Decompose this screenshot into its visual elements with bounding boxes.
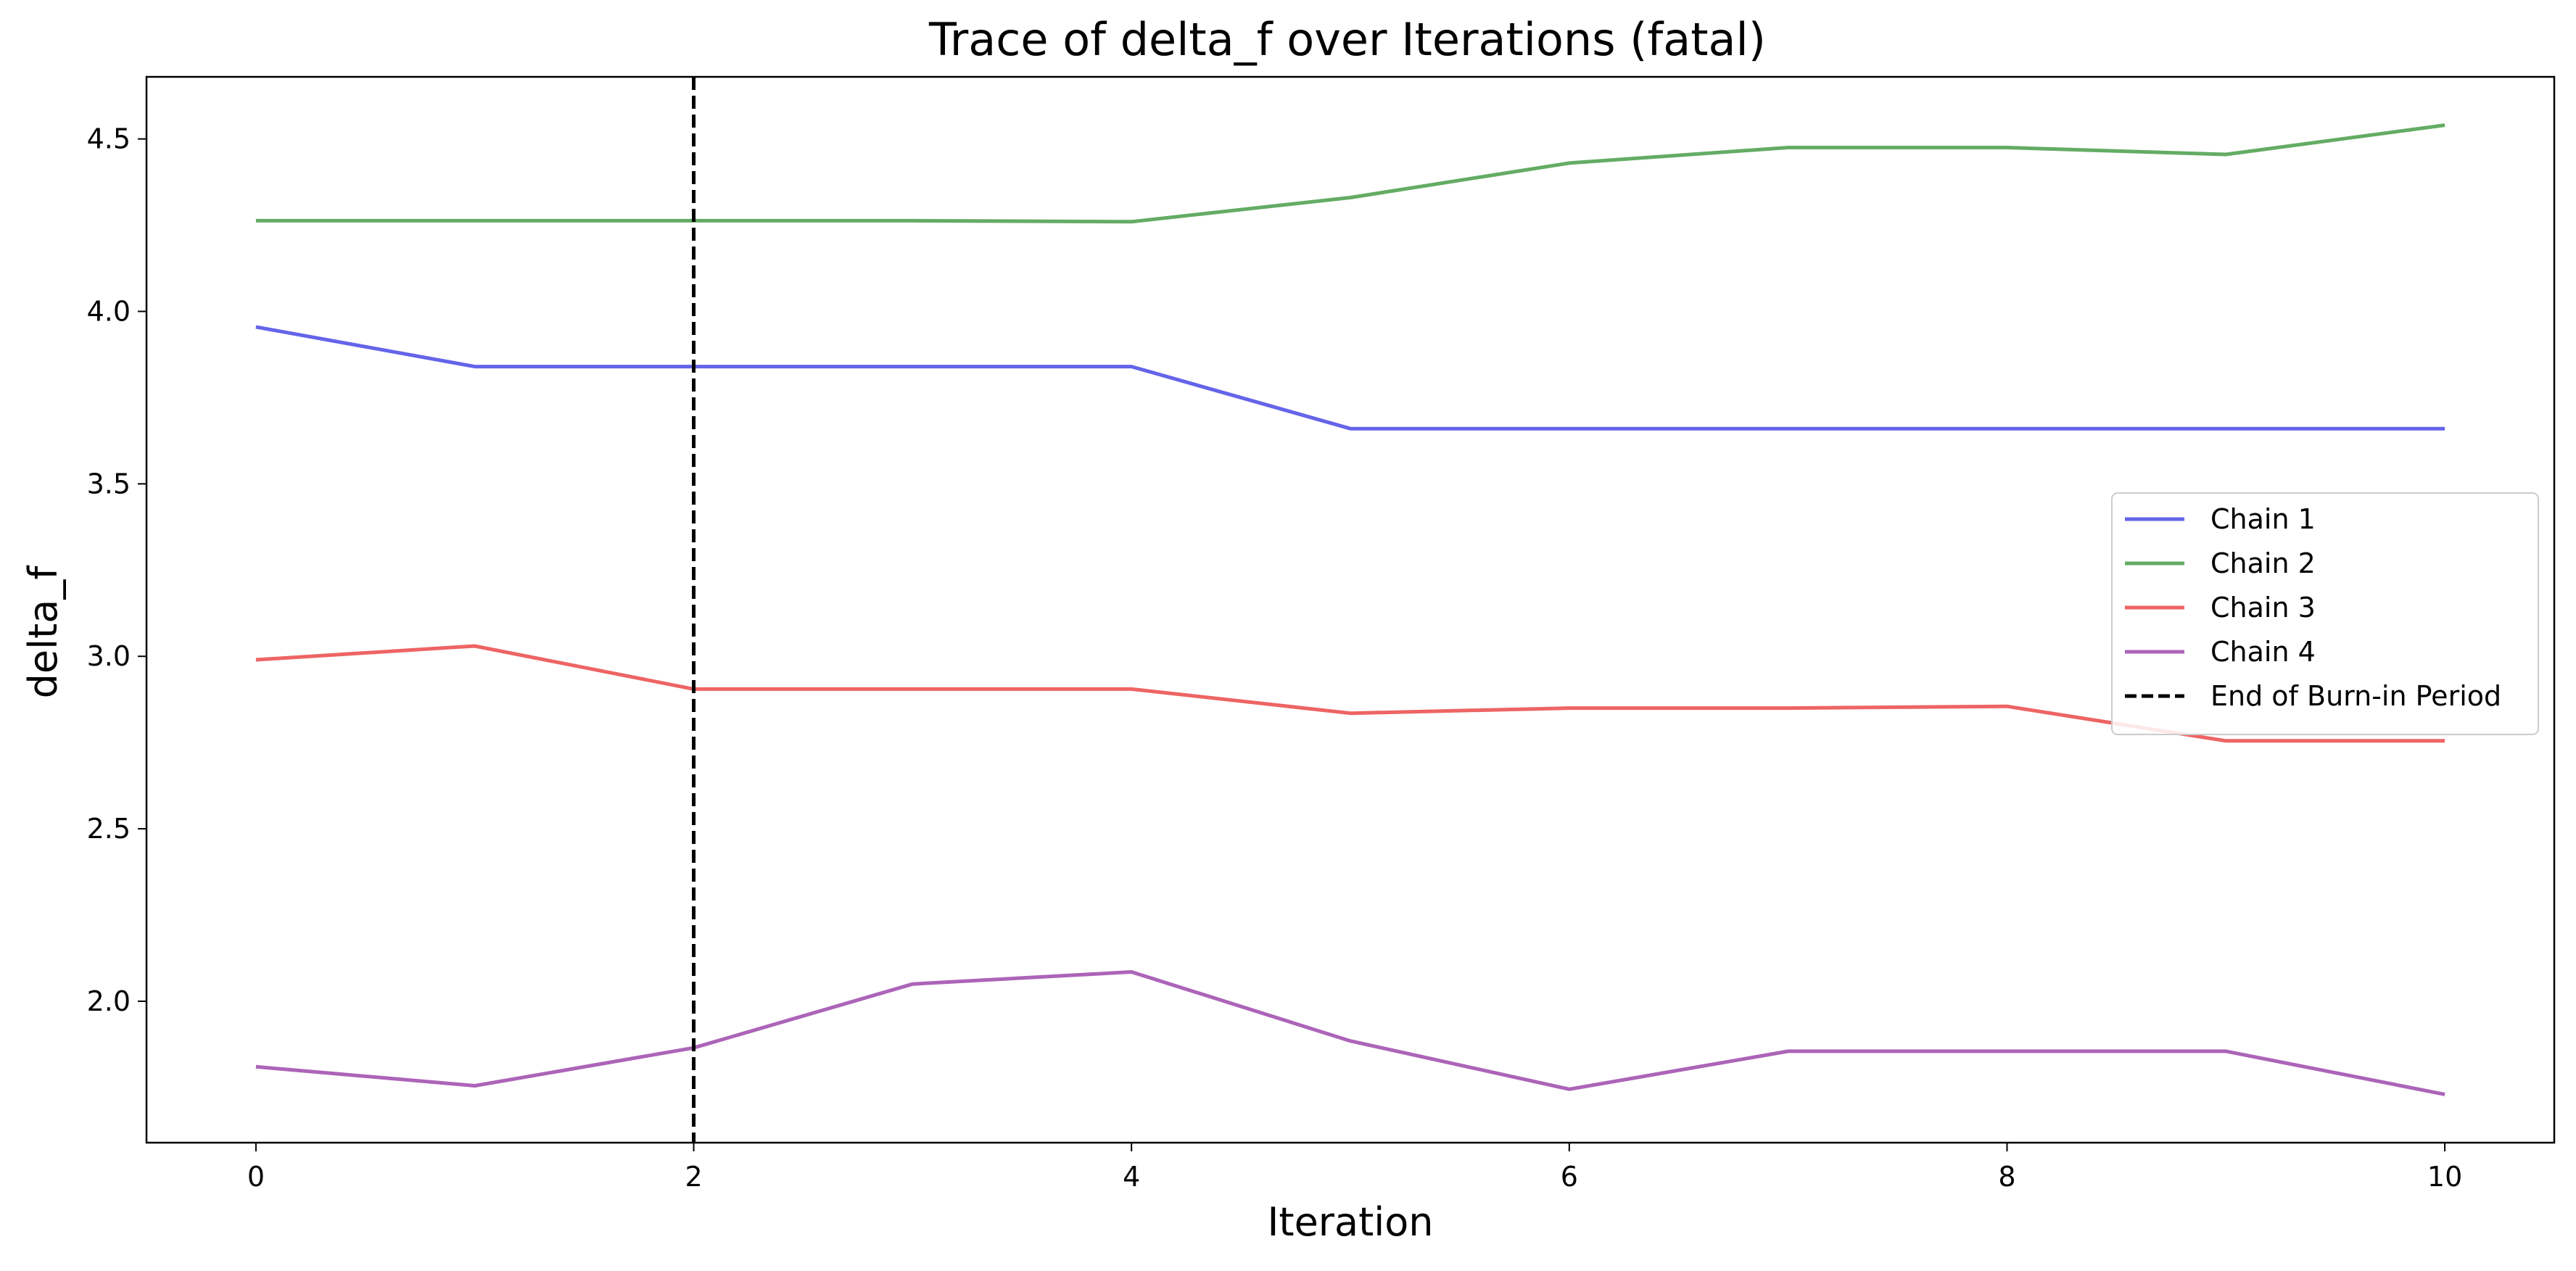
legend-box <box>2111 492 2539 735</box>
series-line-chain-1 <box>255 325 2445 431</box>
y-axis-label: delta_f <box>20 565 66 699</box>
legend: Chain 1 Chain 2 Chain 3 Chain 4 End of Burn-… <box>2111 492 2539 735</box>
y-tick-label: 2.5 <box>87 813 131 845</box>
y-tick-label: 4.5 <box>87 123 131 155</box>
axes-frame <box>145 75 2556 1144</box>
legend-label-chain-4: Chain 4 <box>2210 636 2316 668</box>
legend-label-burn-in: End of Burn-in Period <box>2210 680 2501 712</box>
legend-label-chain-3: Chain 3 <box>2210 592 2316 624</box>
plot-area: 0 2 4 6 8 10 2.0 2.5 3.0 3.5 4.0 4.5 <box>87 75 2556 1193</box>
y-tick-label: 3.5 <box>87 468 131 500</box>
x-tick-label: 10 <box>2427 1161 2462 1193</box>
x-tick-label: 8 <box>1998 1161 2015 1193</box>
legend-label-chain-1: Chain 1 <box>2210 503 2316 535</box>
y-tick-label: 3.0 <box>87 640 131 672</box>
x-tick-label: 0 <box>247 1161 265 1193</box>
series-line-chain-3 <box>255 644 2445 743</box>
y-tick-label: 2.0 <box>87 985 131 1017</box>
x-tick-label: 6 <box>1561 1161 1578 1193</box>
series-line-chain-4 <box>255 970 2445 1096</box>
x-tick-label: 4 <box>1123 1161 1140 1193</box>
y-tick-label: 4.0 <box>87 295 131 327</box>
x-tick-label: 2 <box>685 1161 702 1193</box>
chart-title: Trace of delta_f over Iterations (fatal) <box>928 13 1766 66</box>
x-axis-label: Iteration <box>1267 1199 1433 1245</box>
series-line-chain-2 <box>255 123 2445 224</box>
legend-label-chain-2: Chain 2 <box>2210 547 2316 579</box>
